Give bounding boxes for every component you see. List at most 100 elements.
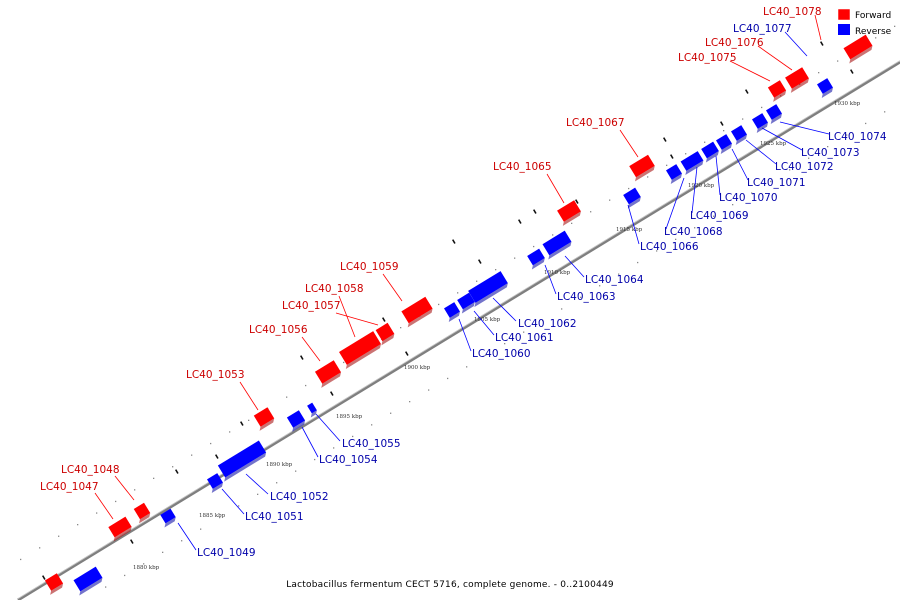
gene-label[interactable]: LC40_1073 (801, 147, 860, 159)
gene-label[interactable]: LC40_1059 (340, 261, 399, 273)
gene-shadow (720, 143, 732, 154)
gene-label[interactable]: LC40_1063 (557, 291, 616, 303)
leader-line (665, 177, 685, 230)
gene-box-lc40-1057[interactable] (373, 322, 396, 346)
gene-shadow (670, 173, 682, 184)
leader-line (729, 60, 771, 82)
gene-box-lc40-1060[interactable] (441, 302, 461, 322)
gene-box-lc40-1069[interactable] (678, 151, 705, 176)
upper-lane-dot (343, 361, 345, 364)
upper-lane-dot (400, 327, 402, 329)
gene-box-lc40-1070[interactable] (699, 141, 721, 163)
scale-tick (720, 121, 724, 126)
scale-label: 1905 kbp (474, 317, 501, 323)
gene-label[interactable]: LC40_1065 (493, 161, 552, 173)
scale-tick (300, 355, 304, 360)
gene-label[interactable]: LC40_1062 (518, 318, 577, 330)
upper-lane-dot (172, 466, 174, 468)
gene-label[interactable]: LC40_1072 (775, 161, 834, 173)
gene-label[interactable]: LC40_1064 (585, 274, 644, 286)
gene-label[interactable]: LC40_1053 (186, 369, 245, 381)
leader-line (761, 127, 803, 151)
gene-box-lc40-1067[interactable] (627, 154, 657, 182)
gene-label[interactable]: LC40_1074 (828, 131, 887, 143)
gene-label[interactable]: LC40_1060 (472, 348, 531, 360)
gene-label[interactable]: LC40_1056 (249, 324, 308, 336)
gene-label[interactable]: LC40_1047 (40, 481, 99, 493)
upper-lane-dot (248, 419, 250, 421)
leader-line (779, 121, 830, 135)
gene-box-lc40-1064[interactable] (540, 230, 573, 260)
lower-lane-dot (466, 366, 468, 368)
gene-label[interactable]: LC40_1069 (690, 210, 749, 222)
gene-label[interactable]: LC40_1077 (733, 23, 792, 35)
gene-box-lc40-1055[interactable] (305, 402, 319, 418)
gene-shadow (634, 165, 655, 182)
gene-label[interactable]: LC40_1068 (664, 226, 723, 238)
gene-body (108, 516, 132, 538)
gene-box-lc40-1062[interactable] (466, 271, 510, 307)
gene-box-lc40-1054[interactable] (284, 410, 306, 432)
gene-shadow (381, 333, 395, 346)
gene-box-lc40-1058[interactable] (336, 331, 382, 369)
gene-label[interactable]: LC40_1061 (495, 332, 554, 344)
gene-box-lc40-1075[interactable] (765, 80, 787, 102)
gene-label[interactable]: LC40_1054 (319, 454, 378, 466)
gene-label[interactable]: LC40_1067 (566, 117, 625, 129)
upper-lane-dot (77, 524, 79, 526)
gene-box-lc40-1074[interactable] (763, 104, 783, 124)
gene-box-lc40-1047[interactable] (106, 516, 133, 542)
upper-lane-dot (571, 222, 573, 224)
legend-forward-swatch (837, 8, 851, 21)
gene-box-edge-reverse[interactable] (71, 566, 104, 596)
gene-label[interactable]: LC40_1058 (305, 283, 364, 295)
gene-label[interactable]: LC40_1049 (197, 547, 256, 559)
gene-box-lc40-1065[interactable] (555, 200, 583, 226)
gene-label[interactable]: LC40_1052 (270, 491, 329, 503)
leader-line (627, 204, 640, 245)
gene-box-lc40-1066[interactable] (621, 187, 643, 209)
gene-box-lc40-1078[interactable] (841, 34, 874, 64)
gene-box-lc40-1061[interactable] (455, 292, 477, 314)
gene-box-lc40-1051[interactable] (204, 473, 224, 493)
upper-lane-dot (647, 176, 649, 178)
gene-label[interactable]: LC40_1076 (705, 37, 764, 49)
gene-shadow (321, 372, 342, 388)
gene-label[interactable]: LC40_1071 (747, 177, 806, 189)
gene-label[interactable]: LC40_1078 (763, 6, 822, 18)
lower-lane-dot (523, 331, 525, 333)
gene-label[interactable]: LC40_1066 (640, 241, 699, 253)
upper-lane-dot (495, 269, 497, 271)
gene-box-lc40-1068[interactable] (663, 164, 683, 184)
gene-body (752, 113, 768, 129)
gene-shadow (548, 241, 572, 260)
gene-box-lc40-1071[interactable] (713, 134, 733, 154)
gene-box-lc40-1056[interactable] (312, 360, 342, 388)
gene-label[interactable]: LC40_1055 (342, 438, 401, 450)
gene-box-lc40-1049[interactable] (158, 508, 178, 528)
gene-box-lc40-1063[interactable] (525, 248, 547, 270)
gene-label[interactable]: LC40_1051 (245, 511, 304, 523)
gene-shadow (407, 308, 433, 328)
gene-label[interactable]: LC40_1057 (282, 300, 341, 312)
gene-label[interactable]: LC40_1070 (719, 192, 778, 204)
gene-label[interactable]: LC40_1048 (61, 464, 120, 476)
gene-box-lc40-1073[interactable] (749, 113, 769, 133)
gene-box-edge-forward[interactable] (42, 573, 64, 595)
leader-line (745, 139, 777, 165)
gene-box-lc40-1053[interactable] (251, 407, 276, 431)
gene-box-lc40-1052[interactable] (215, 440, 267, 482)
gene-label[interactable]: LC40_1075 (678, 52, 737, 64)
gene-box-lc40-1077[interactable] (814, 78, 834, 98)
scale-label: 1910 kbp (544, 270, 571, 276)
gene-box-lc40-1059[interactable] (399, 296, 434, 328)
upper-lane-dot (438, 303, 440, 306)
gene-body (527, 248, 545, 266)
gene-box-lc40-1072[interactable] (728, 125, 748, 145)
gene-box-lc40-1076[interactable] (783, 67, 811, 93)
upper-lane-dot (514, 257, 516, 259)
gene-shadow (849, 45, 873, 64)
leader-line (458, 318, 472, 352)
leader-line (94, 492, 114, 520)
gene-box-lc40-1048[interactable] (131, 502, 152, 524)
